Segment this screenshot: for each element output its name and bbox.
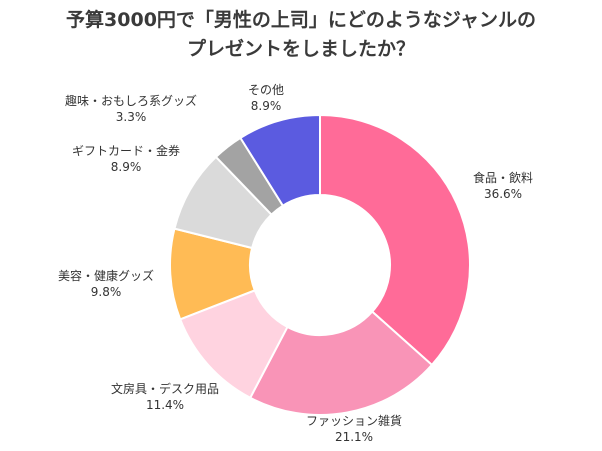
slice-fashion-goods (248, 310, 434, 416)
slice-label-value: 3.3% (115, 110, 147, 124)
label-fashion-goods: ファッション雑貨 21.1% (296, 413, 412, 445)
chart-title-line-1: 予算3000円で「男性の上司」にどのようなジャンルの (66, 9, 536, 31)
slice-label-name: 美容・健康グッズ (57, 269, 154, 283)
slice-label-value: 21.1% (334, 430, 374, 444)
slice-label-value: 36.6% (483, 187, 523, 201)
slice-other (239, 113, 321, 208)
slice-label-value: 11.4% (145, 398, 185, 412)
chart-title-line-2: プレゼントをしましたか？ (186, 38, 415, 60)
slice-label-value: 9.8% (90, 285, 122, 299)
label-beauty-health: 美容・健康グッズ 9.8% (50, 268, 162, 300)
slice-label-name: その他 (247, 83, 284, 97)
slice-label-name: 文房具・デスク用品 (110, 382, 219, 396)
chart-title: 予算3000円で「男性の上司」にどのようなジャンルの プレゼントをしましたか？ (0, 6, 602, 64)
slice-label-name: 食品・飲料 (472, 171, 533, 185)
slice-label-name: 趣味・おもしろ系グッズ (64, 94, 197, 108)
slice-food-drink (319, 113, 471, 367)
label-other: その他 8.9% (238, 82, 294, 114)
slice-label-name: ギフトカード・金券 (71, 144, 180, 158)
label-hobby-goods: 趣味・おもしろ系グッズ 3.3% (51, 93, 211, 125)
label-stationery: 文房具・デスク用品 11.4% (103, 381, 227, 413)
label-gift-card: ギフトカード・金券 8.9% (63, 143, 189, 175)
label-food-drink: 食品・飲料 36.6% (455, 170, 551, 202)
slice-label-name: ファッション雑貨 (305, 414, 402, 428)
slice-label-value: 8.9% (110, 160, 142, 174)
slice-label-value: 8.9% (250, 99, 282, 113)
